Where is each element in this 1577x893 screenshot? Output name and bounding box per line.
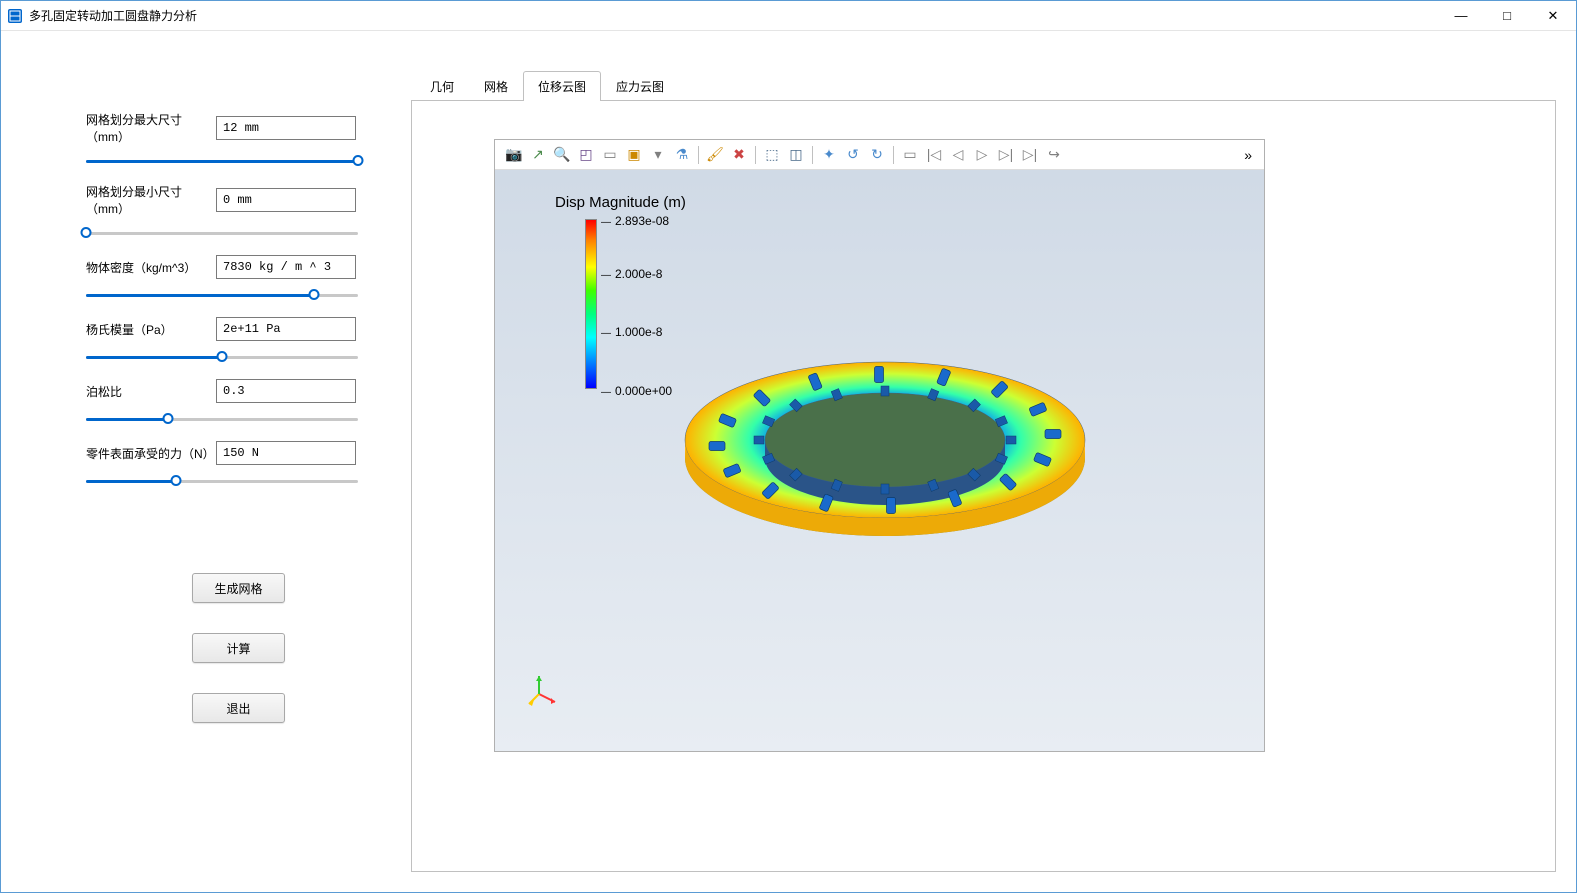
param-row: 杨氏模量（Pa）: [86, 317, 391, 341]
generate-mesh-button[interactable]: 生成网格: [192, 573, 285, 603]
param-input[interactable]: [216, 188, 356, 212]
param-slider[interactable]: [86, 225, 358, 241]
param-row: 零件表面承受的力（N）: [86, 441, 391, 465]
legend-tick: 1.000e-8: [601, 325, 662, 339]
param-label: 零件表面承受的力（N）: [86, 445, 216, 462]
legend-title: Disp Magnitude (m): [555, 194, 686, 211]
param-slider-row: [86, 149, 391, 183]
param-slider[interactable]: [86, 473, 358, 489]
param-input[interactable]: [216, 379, 356, 403]
filter-icon[interactable]: ⚗: [671, 144, 693, 166]
skip-end-icon[interactable]: ▷|: [1019, 144, 1041, 166]
tab-bar: 几何网格位移云图应力云图: [411, 71, 1556, 101]
parameters-panel: 网格划分最大尺寸（mm） 网格划分最小尺寸（mm） 物体密度（kg/m^3） 杨氏模量…: [21, 71, 411, 872]
export-icon[interactable]: ↗: [527, 144, 549, 166]
toolbar-more-icon[interactable]: »: [1240, 147, 1256, 163]
tab-应力云图[interactable]: 应力云图: [601, 71, 679, 101]
param-slider-row: [86, 221, 391, 255]
loop-icon[interactable]: ↪: [1043, 144, 1065, 166]
param-label: 泊松比: [86, 383, 216, 400]
toolbar-separator: [755, 146, 756, 164]
tab-网格[interactable]: 网格: [469, 71, 523, 101]
play-back-icon[interactable]: ◁: [947, 144, 969, 166]
app-window: 多孔固定转动加工圆盘静力分析 — □ ✕ 网格划分最大尺寸（mm） 网格划分最小尺…: [0, 0, 1577, 893]
clear-icon[interactable]: ✖: [728, 144, 750, 166]
viz-canvas[interactable]: Disp Magnitude (m) 2.893e-08 2.000e-8 1.00…: [495, 170, 1264, 751]
param-label: 网格划分最大尺寸（mm）: [86, 111, 216, 145]
legend-gradient: [585, 219, 597, 389]
camera-icon[interactable]: 📷: [503, 144, 525, 166]
action-buttons: 生成网格 计算 退出: [86, 573, 391, 723]
param-row: 网格划分最大尺寸（mm）: [86, 111, 391, 145]
tab-几何[interactable]: 几何: [415, 71, 469, 101]
param-slider[interactable]: [86, 411, 358, 427]
lasso-icon[interactable]: ⬚: [761, 144, 783, 166]
content-area: 网格划分最大尺寸（mm） 网格划分最小尺寸（mm） 物体密度（kg/m^3） 杨氏模量…: [1, 31, 1576, 892]
toolbar-separator: [893, 146, 894, 164]
record-icon[interactable]: ▭: [899, 144, 921, 166]
param-input[interactable]: [216, 317, 356, 341]
window-controls: — □ ✕: [1438, 1, 1576, 30]
param-row: 物体密度（kg/m^3）: [86, 255, 391, 279]
close-button[interactable]: ✕: [1530, 1, 1576, 30]
param-slider-row: [86, 345, 391, 379]
legend-tick: 0.000e+00: [601, 384, 672, 398]
legend-tick: 2.000e-8: [601, 267, 662, 281]
param-label: 网格划分最小尺寸（mm）: [86, 183, 216, 217]
play-fwd-icon[interactable]: ▷|: [995, 144, 1017, 166]
param-input[interactable]: [216, 255, 356, 279]
box-select-icon[interactable]: ◫: [785, 144, 807, 166]
param-slider[interactable]: [86, 153, 358, 169]
minimize-button[interactable]: —: [1438, 1, 1484, 30]
param-input[interactable]: [216, 116, 356, 140]
titlebar: 多孔固定转动加工圆盘静力分析 — □ ✕: [1, 1, 1576, 31]
legend-tick: 2.893e-08: [601, 214, 669, 228]
toolbar-separator: [812, 146, 813, 164]
fit-icon[interactable]: ▭: [599, 144, 621, 166]
app-icon: [7, 8, 23, 24]
tab-content: 📷↗🔍◰▭▣▾⚗🖌✖⬚◫✦↺↻▭|◁◁▷▷|▷|↪» Disp Magnitud…: [411, 100, 1556, 872]
param-input[interactable]: [216, 441, 356, 465]
param-slider[interactable]: [86, 287, 358, 303]
param-slider-row: [86, 407, 391, 441]
param-label: 物体密度（kg/m^3）: [86, 259, 216, 276]
viz-toolbar: 📷↗🔍◰▭▣▾⚗🖌✖⬚◫✦↺↻▭|◁◁▷▷|▷|↪»: [495, 140, 1264, 170]
param-label: 杨氏模量（Pa）: [86, 321, 216, 338]
ring-model: [675, 320, 1095, 583]
coordinate-system-icon: [525, 668, 565, 711]
select-icon[interactable]: ▣: [623, 144, 645, 166]
select-dropdown-icon[interactable]: ▾: [647, 144, 669, 166]
window-title: 多孔固定转动加工圆盘静力分析: [29, 7, 1438, 24]
param-slider[interactable]: [86, 349, 358, 365]
zoom-icon[interactable]: 🔍: [551, 144, 573, 166]
skip-start-icon[interactable]: |◁: [923, 144, 945, 166]
results-panel: 几何网格位移云图应力云图 📷↗🔍◰▭▣▾⚗🖌✖⬚◫✦↺↻▭|◁◁▷▷|▷|↪» …: [411, 71, 1556, 872]
zoom-box-icon[interactable]: ◰: [575, 144, 597, 166]
tab-位移云图[interactable]: 位移云图: [523, 71, 601, 101]
visualization-container: 📷↗🔍◰▭▣▾⚗🖌✖⬚◫✦↺↻▭|◁◁▷▷|▷|↪» Disp Magnitud…: [494, 139, 1265, 752]
play-icon[interactable]: ▷: [971, 144, 993, 166]
maximize-button[interactable]: □: [1484, 1, 1530, 30]
brush-icon[interactable]: 🖌: [704, 144, 726, 166]
compute-button[interactable]: 计算: [192, 633, 285, 663]
param-row: 网格划分最小尺寸（mm）: [86, 183, 391, 217]
param-row: 泊松比: [86, 379, 391, 403]
param-slider-row: [86, 283, 391, 317]
param-slider-row: [86, 469, 391, 503]
rotate-cw-icon[interactable]: ↻: [866, 144, 888, 166]
rotate-x-icon[interactable]: ✦: [818, 144, 840, 166]
rotate-ccw-icon[interactable]: ↺: [842, 144, 864, 166]
color-legend: Disp Magnitude (m) 2.893e-08 2.000e-8 1.00…: [555, 194, 686, 392]
toolbar-separator: [698, 146, 699, 164]
exit-button[interactable]: 退出: [192, 693, 285, 723]
